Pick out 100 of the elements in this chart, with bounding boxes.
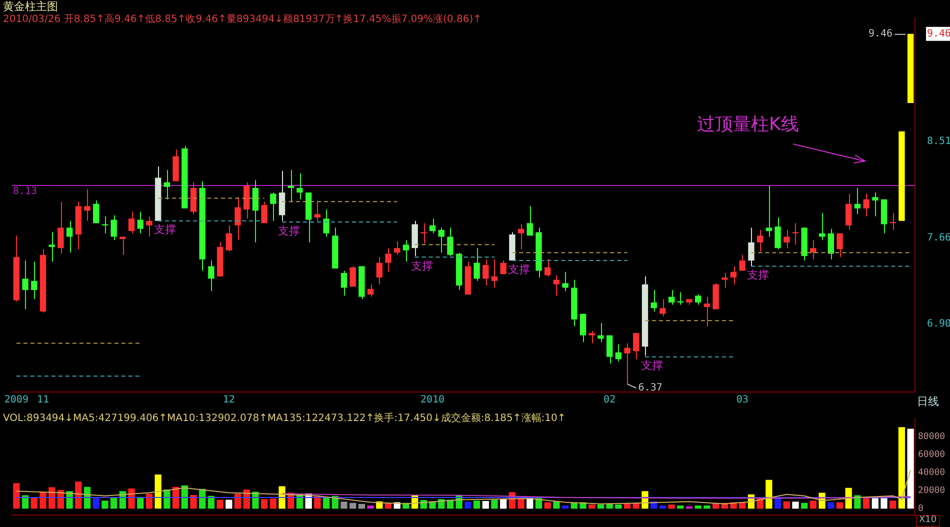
candlestick (580, 313, 586, 343)
candlestick (792, 222, 799, 246)
candlestick (350, 266, 356, 288)
x-tick-label: 11 (36, 394, 50, 406)
ref-line-label: 8.13 (13, 186, 38, 198)
bar (92, 497, 100, 509)
bar (677, 506, 684, 509)
candlestick (58, 201, 64, 254)
candlestick (278, 170, 286, 222)
annotation: 9.46 (868, 28, 893, 40)
candlestick (518, 224, 524, 250)
annotation: 6.37 (638, 382, 662, 394)
candlestick (376, 256, 382, 285)
y-tick-label: 20000 (918, 486, 946, 496)
candlestick (863, 193, 870, 217)
candlestick (164, 169, 170, 200)
candlestick (836, 232, 843, 258)
bar (367, 506, 374, 509)
candlestick (633, 332, 640, 360)
bar (862, 498, 870, 509)
candlestick (314, 201, 321, 222)
candlestick (429, 218, 436, 234)
candlestick (739, 254, 746, 272)
candlestick (588, 330, 595, 344)
x-tick-label: 2009 (4, 394, 28, 406)
candlestick (110, 214, 117, 241)
bar (482, 501, 489, 509)
candlestick (695, 294, 702, 306)
candlestick (234, 196, 241, 241)
bar (226, 500, 232, 509)
bar (615, 504, 622, 509)
candlestick (288, 169, 294, 202)
candlestick (93, 200, 100, 224)
y-tick-label: 60000 (918, 450, 946, 460)
candlestick (323, 209, 330, 238)
x-tick-label: 03 (736, 394, 748, 406)
candlestick (615, 344, 622, 362)
candlestick (402, 240, 410, 262)
candlestick (340, 270, 348, 296)
candlestick (252, 180, 259, 243)
bar (154, 474, 162, 509)
bar (898, 427, 906, 509)
candlestick (447, 227, 454, 256)
candlestick (766, 185, 772, 238)
series-label: 支撑 (278, 224, 300, 238)
series-label: 支撑 (410, 259, 433, 272)
bar (544, 502, 551, 509)
candlestick (660, 298, 666, 317)
candlestick (385, 248, 392, 272)
x-tick-label: 12 (222, 394, 235, 406)
bar (836, 502, 844, 509)
series-label: 支撑 (747, 268, 770, 282)
bar (190, 494, 197, 509)
bar (128, 488, 135, 509)
y-tick-label: 8.51 (927, 136, 950, 148)
bar (792, 502, 799, 509)
candlestick (31, 261, 38, 300)
bar (260, 499, 268, 509)
bar (500, 499, 507, 509)
annotation: 过顶量柱K线 (697, 114, 799, 135)
candlestick (810, 240, 816, 260)
series-label: 支撑 (640, 359, 663, 372)
candlestick (438, 227, 444, 254)
bar (40, 492, 46, 509)
candlestick (668, 290, 675, 306)
bar (110, 497, 118, 509)
candlestick (367, 284, 374, 298)
candlestick (854, 188, 861, 215)
candlestick (120, 236, 126, 256)
bar (694, 506, 702, 509)
bar (668, 504, 675, 509)
bar (464, 502, 472, 509)
text: X10 (916, 515, 940, 527)
candlestick (500, 260, 506, 275)
y-tick-label: 0 (918, 504, 924, 514)
bar (570, 502, 578, 509)
bar (562, 506, 569, 509)
x-tick-label: 02 (604, 394, 616, 406)
candlestick (474, 248, 480, 282)
bar (659, 506, 666, 509)
bar (828, 502, 834, 509)
candlestick (261, 201, 268, 224)
candlestick (774, 216, 781, 250)
bar (75, 482, 82, 509)
candlestick (544, 258, 551, 277)
candlestick (553, 274, 560, 296)
bar (322, 497, 330, 509)
candlestick (137, 211, 144, 234)
chart-title: 黄金柱主图 (3, 0, 58, 14)
candlestick (146, 216, 152, 238)
bar (872, 498, 878, 509)
y-tick-label: 80000 (918, 432, 946, 442)
candlestick (624, 342, 630, 385)
candlestick (704, 296, 710, 327)
chart-subtitle: VOL:893494↓MA5:427199.406↑MA10:132902.078↑MA135:122473.122↑换手:17.450↓成交金额:8.185↑涨幅:10↑ (3, 413, 566, 424)
bar (766, 480, 772, 509)
bar (907, 428, 914, 509)
bar (606, 504, 613, 509)
bar (340, 502, 348, 509)
candlestick (412, 220, 418, 256)
